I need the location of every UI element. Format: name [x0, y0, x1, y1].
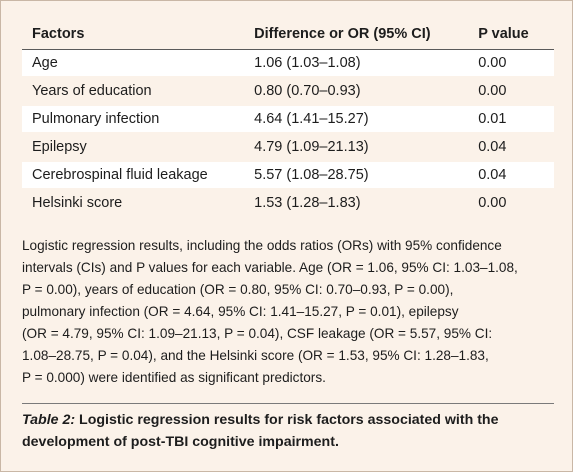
data-table: Factors Difference or OR (95% CI) P valu…: [22, 19, 554, 218]
table-row: Helsinki score 1.53 (1.28–1.83) 0.00: [22, 190, 554, 218]
factor-cell: Age: [22, 50, 245, 78]
header-factors: Factors: [22, 19, 245, 50]
table-row: Pulmonary infection 4.64 (1.41–15.27) 0.…: [22, 106, 554, 134]
table-row: Cerebrospinal fluid leakage 5.57 (1.08–2…: [22, 162, 554, 190]
footnote-line: P = 0.00), years of education (OR = 0.80…: [22, 282, 454, 297]
p-cell: 0.00: [468, 50, 554, 78]
footnote-line: (OR = 4.79, 95% CI: 1.09–21.13, P = 0.04…: [22, 326, 493, 341]
footnote-line: intervals (CIs) and P values for each va…: [22, 260, 518, 275]
footnote-line: P = 0.000) were identified as significan…: [22, 370, 326, 385]
or-cell: 1.06 (1.03–1.08): [244, 50, 469, 78]
or-cell: 1.53 (1.28–1.83): [244, 190, 469, 218]
factor-cell: Epilepsy: [22, 134, 245, 162]
factor-cell: Pulmonary infection: [22, 106, 245, 134]
footnote-line: Logistic regression results, including t…: [22, 238, 502, 253]
p-cell: 0.00: [468, 78, 554, 106]
table-row: Age 1.06 (1.03–1.08) 0.00: [22, 50, 554, 78]
factor-cell: Cerebrospinal fluid leakage: [22, 162, 245, 190]
factor-cell: Helsinki score: [22, 190, 245, 218]
table-header-row: Factors Difference or OR (95% CI) P valu…: [22, 19, 554, 50]
table-number-label: Table 2:: [22, 412, 76, 428]
footnote-line: pulmonary infection (OR = 4.64, 95% CI: …: [22, 304, 459, 319]
p-cell: 0.04: [468, 162, 554, 190]
or-cell: 4.64 (1.41–15.27): [244, 106, 469, 134]
table-row: Epilepsy 4.79 (1.09–21.13) 0.04: [22, 134, 554, 162]
factor-cell: Years of education: [22, 78, 245, 106]
or-cell: 4.79 (1.09–21.13): [244, 134, 469, 162]
table-caption-text: Logistic regression results for risk fac…: [22, 412, 499, 450]
or-cell: 0.80 (0.70–0.93): [244, 78, 469, 106]
header-or: Difference or OR (95% CI): [244, 19, 469, 50]
p-cell: 0.00: [468, 190, 554, 218]
table-caption: Table 2: Logistic regression results for…: [22, 409, 554, 453]
table-row: Years of education 0.80 (0.70–0.93) 0.00: [22, 78, 554, 106]
header-p-value: P value: [468, 19, 554, 50]
caption-divider: [22, 403, 554, 404]
p-cell: 0.04: [468, 134, 554, 162]
table-footnote: Logistic regression results, including t…: [22, 235, 552, 389]
or-cell: 5.57 (1.08–28.75): [244, 162, 469, 190]
footnote-line: 1.08–28.75, P = 0.04), and the Helsinki …: [22, 348, 489, 363]
p-cell: 0.01: [468, 106, 554, 134]
